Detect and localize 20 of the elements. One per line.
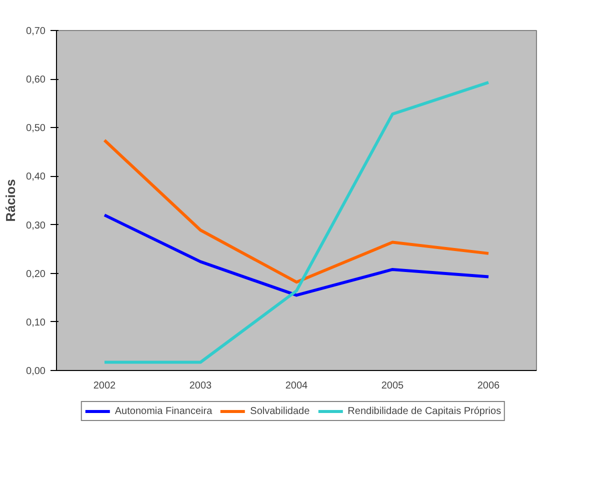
- line-series: [103, 214, 490, 297]
- x-tick-label: 2005: [381, 380, 404, 392]
- line-series: [103, 138, 490, 284]
- y-axis-title: Rácios: [3, 179, 18, 222]
- x-tick-label: 2002: [93, 380, 116, 392]
- line-series: [103, 80, 490, 364]
- y-tick-label: 0,70: [26, 26, 46, 37]
- x-tick-label: 2004: [285, 380, 308, 392]
- legend-label: Rendibilidade de Capitais Próprios: [348, 405, 502, 417]
- y-tick-label: 0,50: [26, 123, 46, 134]
- y-tick-label: 0,10: [26, 317, 46, 328]
- y-tick-label: 0,00: [26, 366, 46, 377]
- legend-label: Autonomia Financeira: [114, 405, 212, 417]
- y-tick-label: 0,40: [26, 172, 46, 183]
- y-tick-label: 0,30: [26, 220, 46, 232]
- y-tick-label: 0,60: [26, 74, 46, 86]
- legend-label: Solvabilidade: [250, 405, 310, 417]
- y-tick-label: 0,20: [26, 268, 46, 280]
- x-tick-label: 2006: [477, 380, 500, 392]
- x-tick-label: 2003: [189, 380, 212, 392]
